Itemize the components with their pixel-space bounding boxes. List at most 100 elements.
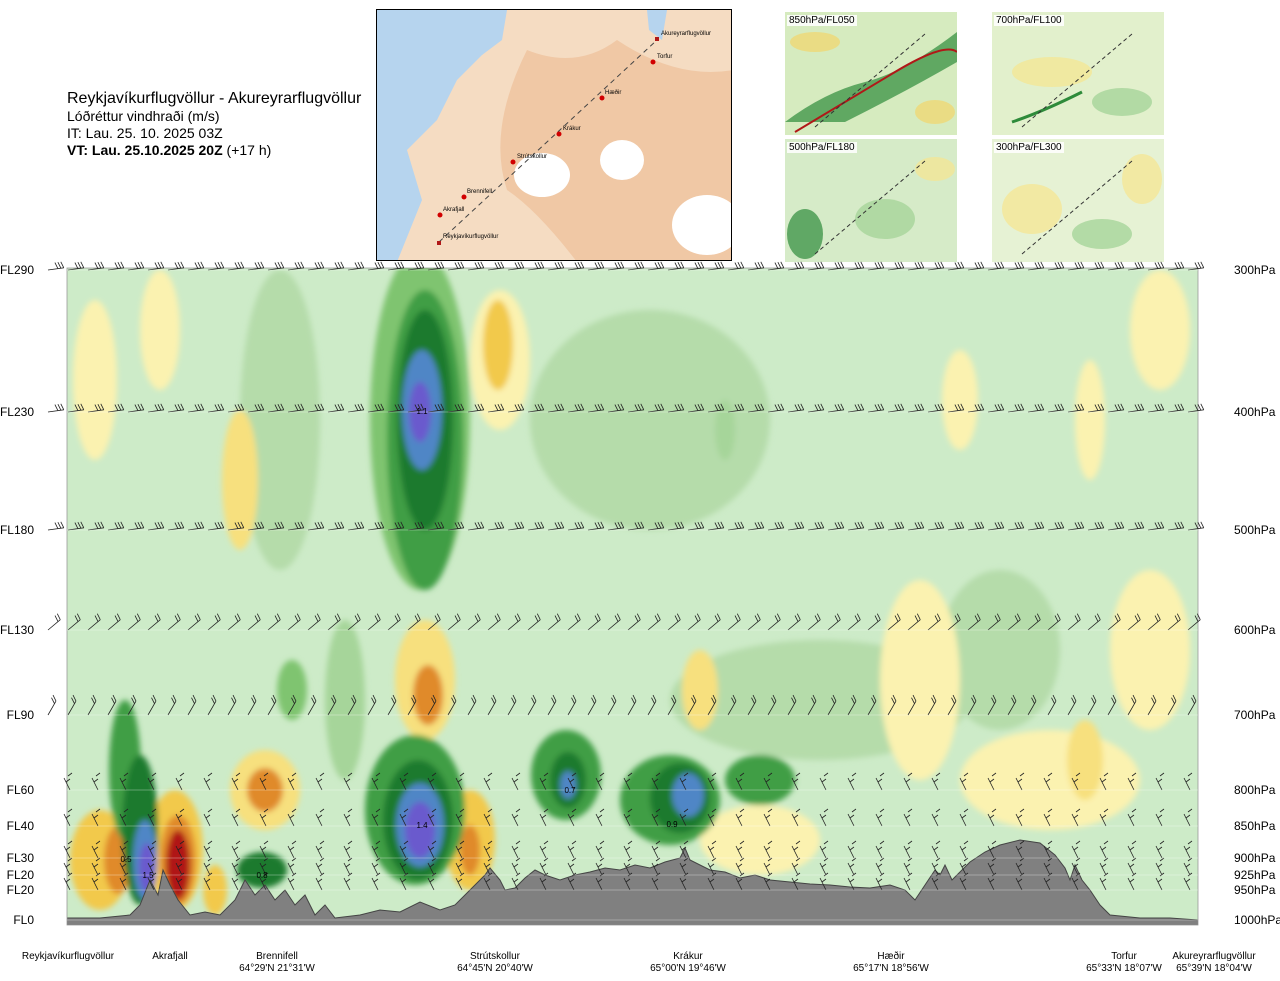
- wind-barb: [267, 613, 281, 631]
- wind-barb: [567, 872, 577, 891]
- wind-barb: [527, 521, 545, 531]
- max-value-label: 1.4: [416, 821, 428, 830]
- wind-barb: [47, 613, 61, 631]
- wind-barb: [343, 840, 353, 859]
- wind-barb: [679, 808, 689, 827]
- wind-barb: [307, 261, 325, 271]
- wind-barb: [259, 872, 269, 891]
- wind-barb: [959, 872, 969, 891]
- wind-barb: [847, 872, 857, 891]
- wind-barb: [987, 261, 1005, 271]
- wind-barb: [507, 261, 525, 271]
- wind-barb: [1067, 521, 1085, 531]
- wind-barb: [623, 840, 633, 859]
- wind-barb: [399, 808, 409, 827]
- wind-barb: [567, 403, 585, 413]
- wind-barb: [1127, 521, 1145, 531]
- wind-barb: [787, 521, 805, 531]
- wind-barb: [91, 872, 101, 891]
- wind-barb: [119, 772, 129, 791]
- wind-barb: [747, 521, 765, 531]
- wind-barb: [867, 261, 885, 271]
- wind-barb: [315, 808, 325, 827]
- wind-barb: [903, 772, 913, 791]
- wind-barb: [707, 840, 717, 859]
- pressure-tick-label: 900hPa: [1234, 851, 1276, 865]
- thumb-850hpa[interactable]: 850hPa/FL050: [785, 12, 957, 135]
- wind-barb: [727, 261, 745, 271]
- wind-barb: [791, 857, 801, 876]
- thumb-300hpa[interactable]: 300hPa/FL300: [992, 139, 1164, 262]
- wind-barb: [91, 857, 101, 876]
- wind-barb: [343, 808, 353, 827]
- wind-barb: [767, 521, 785, 531]
- svg-text:Strútskollur: Strútskollur: [517, 154, 547, 160]
- wind-barb: [927, 694, 937, 716]
- wind-barb: [175, 857, 185, 876]
- wind-barb: [487, 613, 501, 631]
- wind-barb: [1183, 840, 1193, 859]
- wind-barb: [1087, 694, 1097, 716]
- valid-time-line: VT: Lau. 25.10.2025 20Z (+17 h): [67, 142, 361, 159]
- wind-barb: [387, 694, 397, 716]
- wind-barb: [927, 613, 941, 631]
- wind-barb: [627, 261, 645, 271]
- wind-barb: [1071, 772, 1081, 791]
- svg-text:Torfur: Torfur: [657, 54, 672, 60]
- fl-tick-label: FL40: [6, 819, 34, 833]
- wind-barb: [407, 694, 417, 716]
- wind-barb: [727, 521, 745, 531]
- wind-barb: [607, 521, 625, 531]
- wind-barb: [959, 857, 969, 876]
- wind-barb: [1071, 857, 1081, 876]
- wind-barb: [1187, 694, 1197, 716]
- wind-barb: [1087, 613, 1101, 631]
- station-label: Torfur 65°33'N 18°07'W: [1064, 951, 1184, 975]
- wind-barb: [91, 772, 101, 791]
- station-coordinates: 64°45'N 20°40'W: [457, 963, 533, 974]
- wind-barb: [819, 772, 829, 791]
- wind-barb: [207, 521, 225, 531]
- wind-barb: [47, 261, 65, 271]
- wind-barb: [707, 521, 725, 531]
- wind-barb: [1187, 521, 1205, 531]
- thumb-500hpa[interactable]: 500hPa/FL180: [785, 139, 957, 262]
- fl-tick-label: FL230: [0, 405, 34, 419]
- wind-barb: [287, 694, 297, 716]
- wind-barb: [447, 521, 465, 531]
- wind-barb: [287, 840, 297, 859]
- wind-barb: [467, 613, 481, 631]
- wind-barb: [967, 403, 985, 413]
- wind-barb: [1007, 613, 1021, 631]
- wind-barb: [907, 261, 925, 271]
- wind-barb: [67, 261, 85, 271]
- wind-barb: [1015, 808, 1025, 827]
- wind-barb: [903, 857, 913, 876]
- wind-barb: [819, 857, 829, 876]
- max-value-label: 0.7: [564, 786, 576, 795]
- wind-barb: [1007, 521, 1025, 531]
- wind-barb: [1027, 521, 1045, 531]
- wind-barb: [187, 403, 205, 413]
- wind-barb: [47, 403, 65, 413]
- wind-barb: [1155, 857, 1165, 876]
- wind-barb: [903, 872, 913, 891]
- wind-barb: [1183, 872, 1193, 891]
- station-coordinates: 64°29'N 21°31'W: [239, 963, 315, 974]
- wind-barb: [259, 808, 269, 827]
- wind-barb: [227, 694, 237, 716]
- wind-barb: [203, 772, 213, 791]
- wind-barb: [595, 872, 605, 891]
- wind-barb: [1007, 403, 1025, 413]
- wind-barb: [1183, 772, 1193, 791]
- thumb-700hpa[interactable]: 700hPa/FL100: [992, 12, 1164, 135]
- wind-barb: [1167, 261, 1185, 271]
- wind-barb: [231, 808, 241, 827]
- wind-barb: [1071, 840, 1081, 859]
- wind-barb: [1155, 808, 1165, 827]
- svg-text:Reykjavíkurflugvöllur: Reykjavíkurflugvöllur: [443, 234, 498, 240]
- wind-barb: [467, 694, 477, 716]
- wind-barb: [907, 613, 921, 631]
- pressure-tick-label: 400hPa: [1234, 405, 1276, 419]
- wind-barb: [827, 521, 845, 531]
